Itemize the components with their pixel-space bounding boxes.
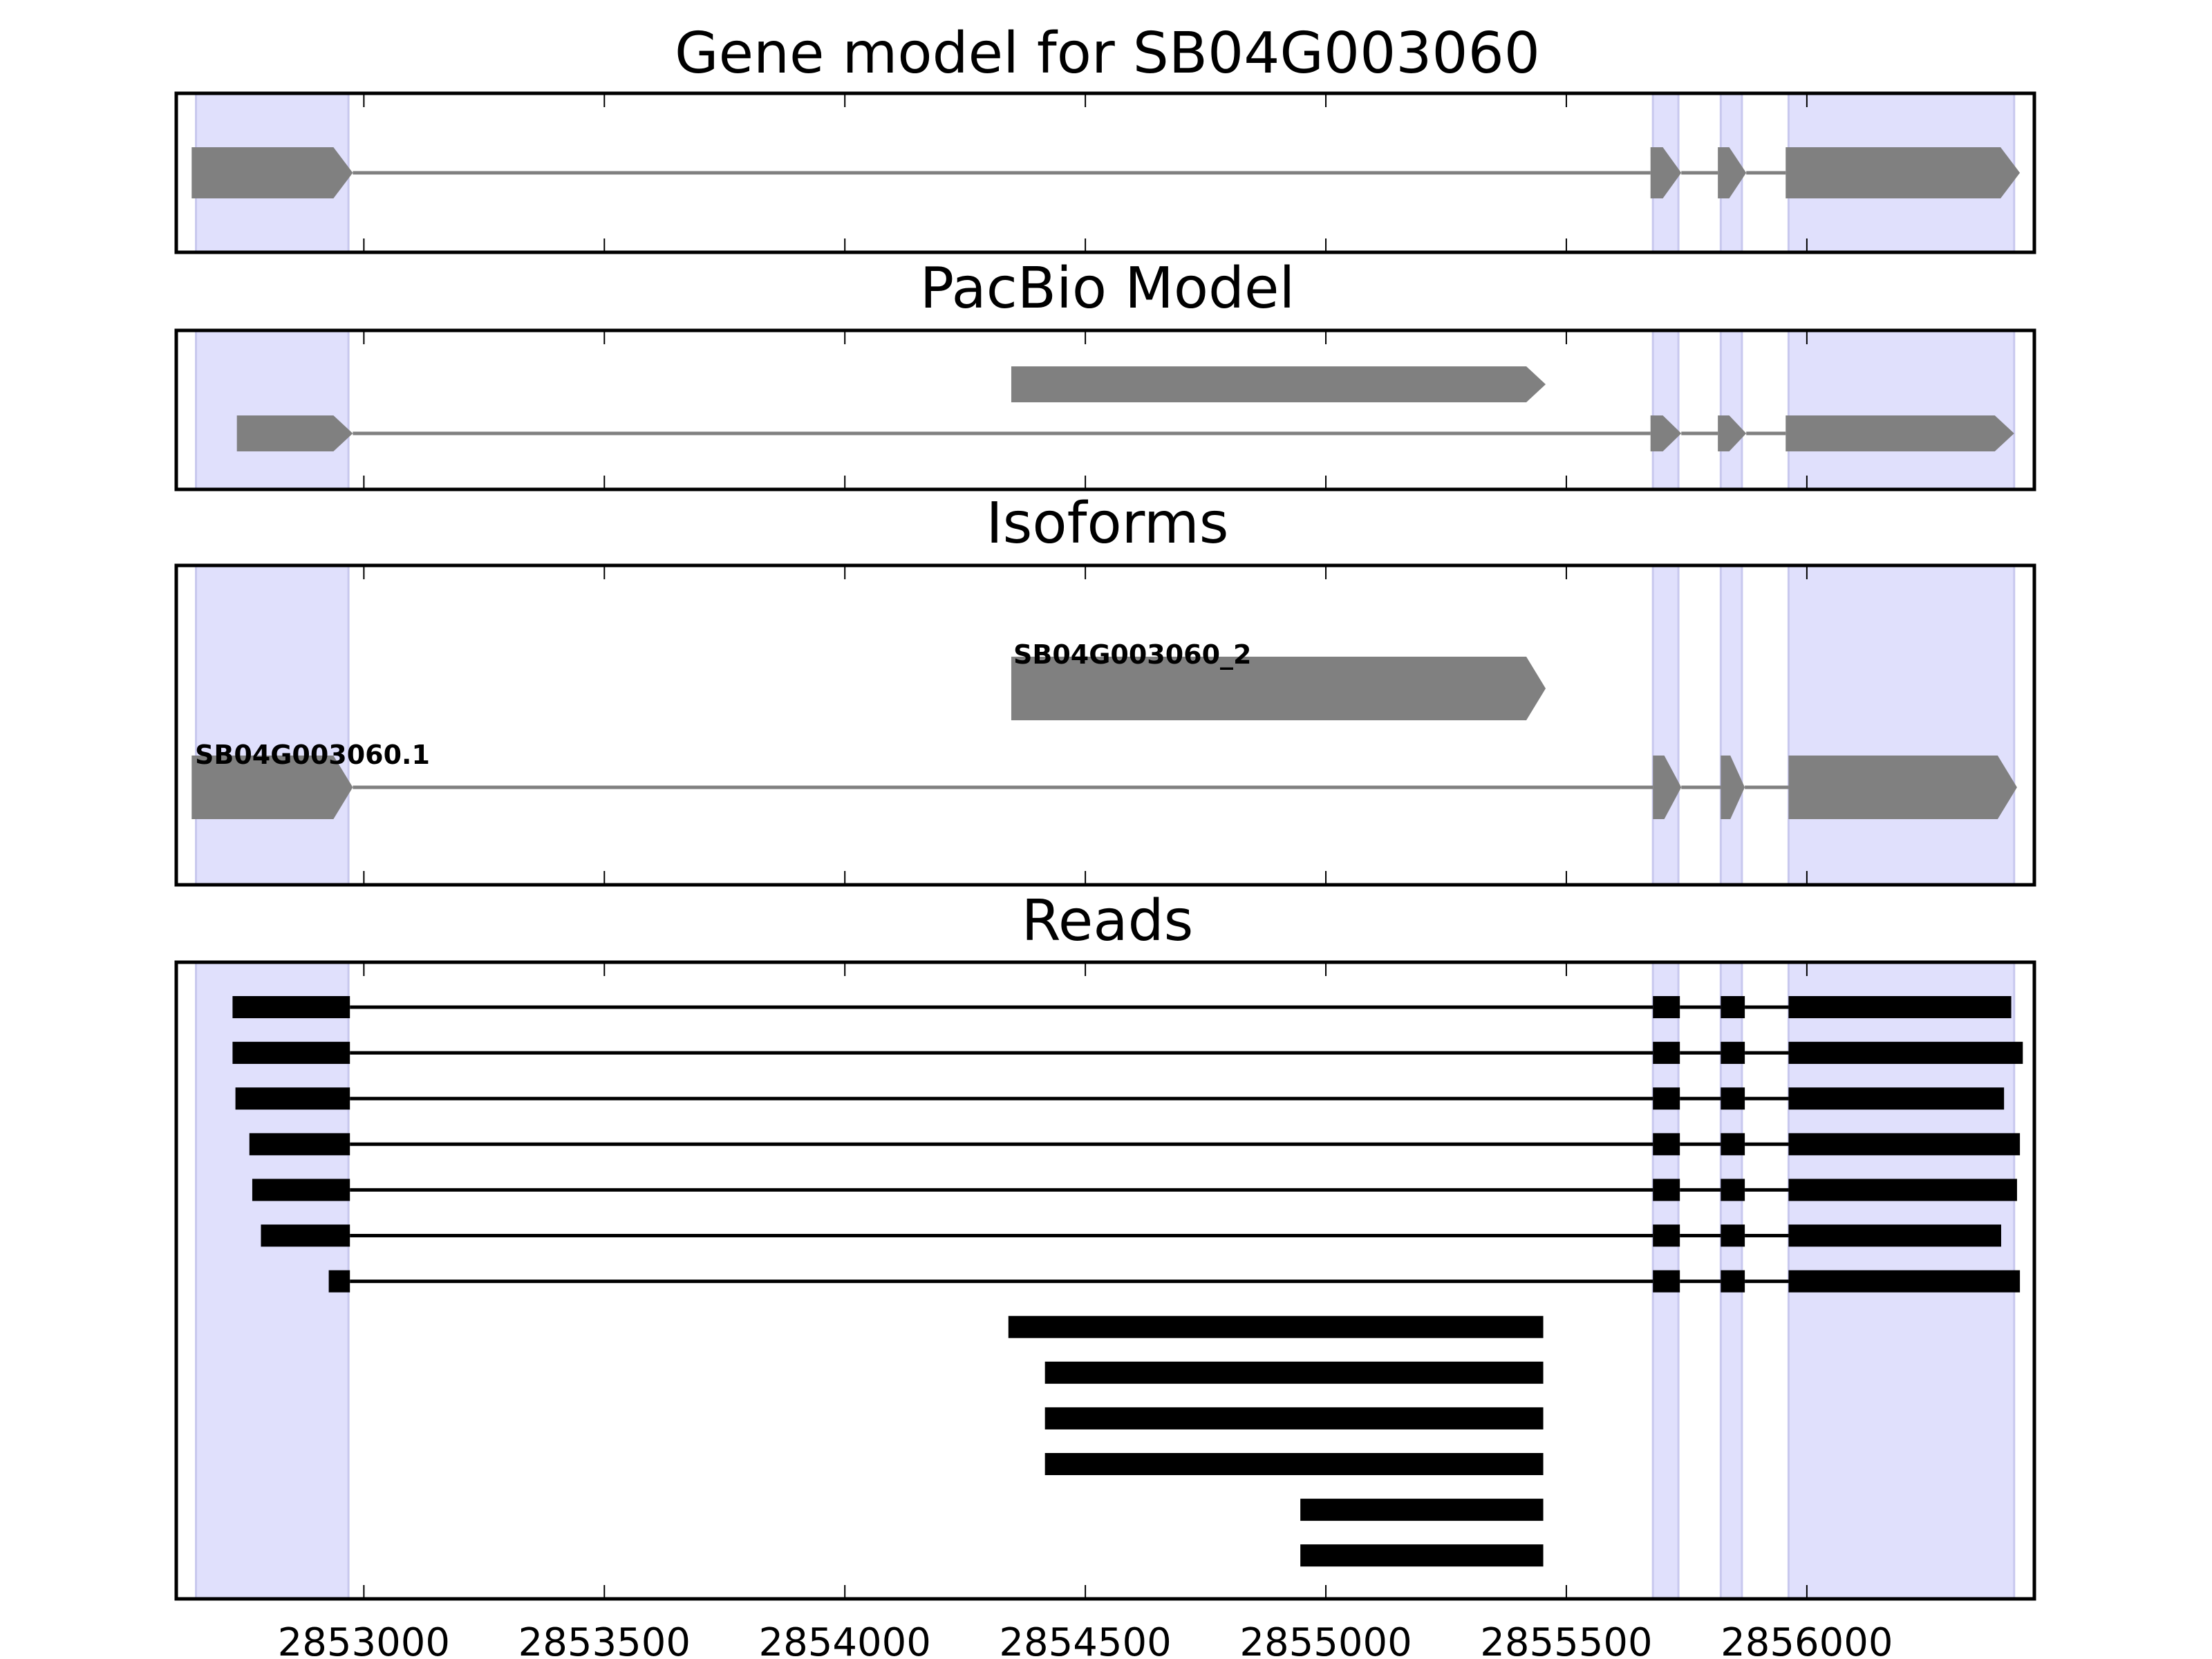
shaded-region <box>1787 329 2016 491</box>
isoform-label-2: SB04G003060_2 <box>1013 639 1252 670</box>
exon <box>1650 415 1682 451</box>
shaded-region <box>195 329 350 491</box>
exon <box>1785 147 2021 198</box>
exon <box>1011 366 1546 402</box>
panel-frame <box>174 960 2036 1601</box>
panel-frame <box>174 328 2036 491</box>
panel-frame <box>174 91 2036 254</box>
read-block <box>1653 1133 1680 1156</box>
read-block <box>1788 1179 2017 1201</box>
read-block <box>1044 1453 1544 1475</box>
read-block <box>1300 1499 1544 1521</box>
exon <box>1721 756 1745 819</box>
exon <box>1718 415 1747 451</box>
exon <box>191 756 353 819</box>
read-block <box>1788 1133 2021 1156</box>
x-tick-label: 2856000 <box>1721 1620 1893 1659</box>
exon <box>1788 756 2017 819</box>
exon <box>1785 415 2014 451</box>
read-block <box>1653 1087 1680 1110</box>
read-block <box>232 1042 350 1065</box>
read-block <box>1044 1407 1544 1430</box>
exon <box>1718 147 1747 198</box>
read-block <box>261 1224 350 1247</box>
read-block <box>235 1087 350 1110</box>
read-block <box>1653 996 1680 1018</box>
exon <box>1653 756 1682 819</box>
read-block <box>1653 1224 1680 1247</box>
read-block <box>1300 1544 1544 1567</box>
read-block <box>1721 996 1745 1018</box>
read-block <box>1653 1270 1680 1293</box>
read-block <box>1788 1270 2021 1293</box>
panel-3 <box>174 563 2036 887</box>
read-block <box>1721 1133 1745 1156</box>
panel-title-pacbio-model: PacBio Model <box>920 256 1295 321</box>
exon <box>191 147 353 198</box>
read-block <box>1788 1087 2005 1110</box>
read-block <box>1788 996 2012 1018</box>
read-block <box>249 1133 350 1156</box>
read-block <box>252 1179 350 1201</box>
shaded-region <box>1787 564 2016 886</box>
exon <box>236 415 353 451</box>
x-tick-label: 2853500 <box>518 1620 691 1659</box>
shaded-region <box>1719 564 1743 886</box>
read-block <box>1008 1315 1544 1338</box>
isoform-label-1: SB04G003060.1 <box>195 740 430 770</box>
panel-4 <box>174 960 2036 1601</box>
panel-frame <box>174 563 2036 887</box>
read-block <box>328 1270 350 1293</box>
read-block <box>1788 1042 2023 1065</box>
panel-title-gene-model: Gene model for SB04G003060 <box>675 21 1540 86</box>
panel-title-reads: Reads <box>1022 888 1194 954</box>
shaded-region <box>1719 329 1743 491</box>
read-block <box>1721 1087 1745 1110</box>
x-tick-label: 2855500 <box>1480 1620 1652 1659</box>
exon <box>1011 657 1546 720</box>
x-axis-tick-labels: 2853000 2853500 2854000 2854500 2855000 28555… <box>278 1620 1893 1659</box>
panel-title-isoforms: Isoforms <box>986 491 1229 556</box>
read-block <box>1721 1042 1745 1065</box>
x-tick-label: 2855000 <box>1239 1620 1412 1659</box>
shaded-region <box>195 961 350 1600</box>
read-block <box>1721 1224 1745 1247</box>
read-block <box>1044 1361 1544 1384</box>
x-tick-label: 2854500 <box>999 1620 1171 1659</box>
shaded-region <box>1651 564 1680 886</box>
panel-1 <box>174 91 2036 254</box>
read-block <box>1653 1179 1680 1201</box>
read-block <box>232 996 350 1018</box>
exon <box>1650 147 1682 198</box>
shaded-region <box>1651 329 1680 491</box>
panel-2 <box>174 328 2036 491</box>
read-block <box>1721 1179 1745 1201</box>
x-tick-label: 2853000 <box>278 1620 450 1659</box>
read-block <box>1653 1042 1680 1065</box>
read-block <box>1788 1224 2001 1247</box>
shaded-region <box>195 564 350 886</box>
read-block <box>1721 1270 1745 1293</box>
x-tick-label: 2854000 <box>759 1620 931 1659</box>
